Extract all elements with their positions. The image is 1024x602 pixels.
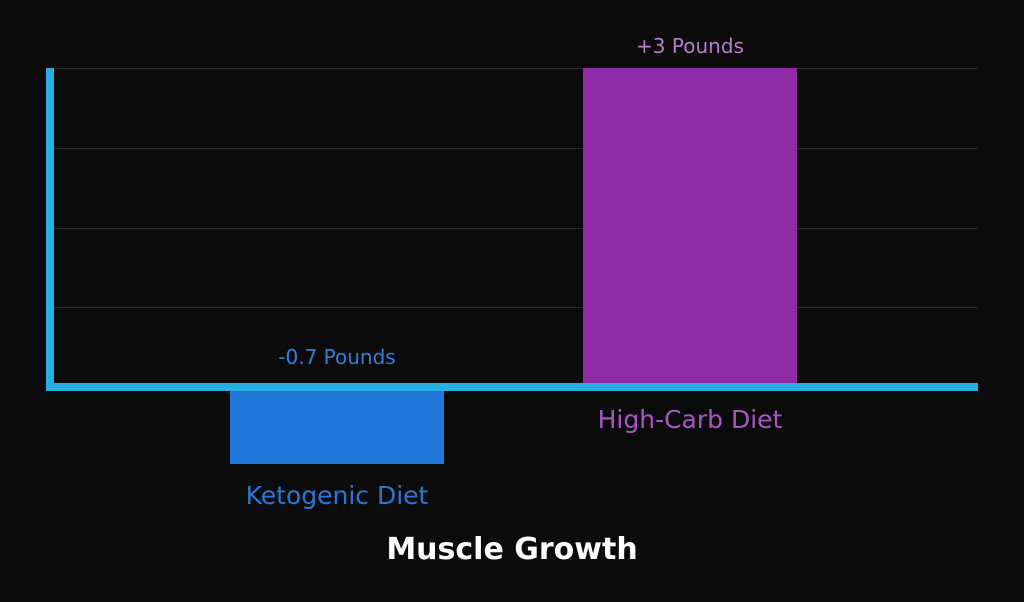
chart-title: Muscle Growth xyxy=(386,532,638,567)
gridline xyxy=(54,68,978,69)
category-label-ketogenic: Ketogenic Diet xyxy=(245,481,429,510)
bar-ketogenic-diet xyxy=(230,390,444,464)
bar-high-carb-diet xyxy=(583,68,797,384)
category-label-high-carb: High-Carb Diet xyxy=(597,405,783,434)
gridline xyxy=(54,148,978,149)
gridline xyxy=(54,307,978,308)
y-axis xyxy=(46,68,54,390)
x-axis xyxy=(46,383,978,391)
gridline xyxy=(54,228,978,229)
data-label-ketogenic: -0.7 Pounds xyxy=(278,345,396,369)
data-label-high-carb: +3 Pounds xyxy=(636,34,744,58)
